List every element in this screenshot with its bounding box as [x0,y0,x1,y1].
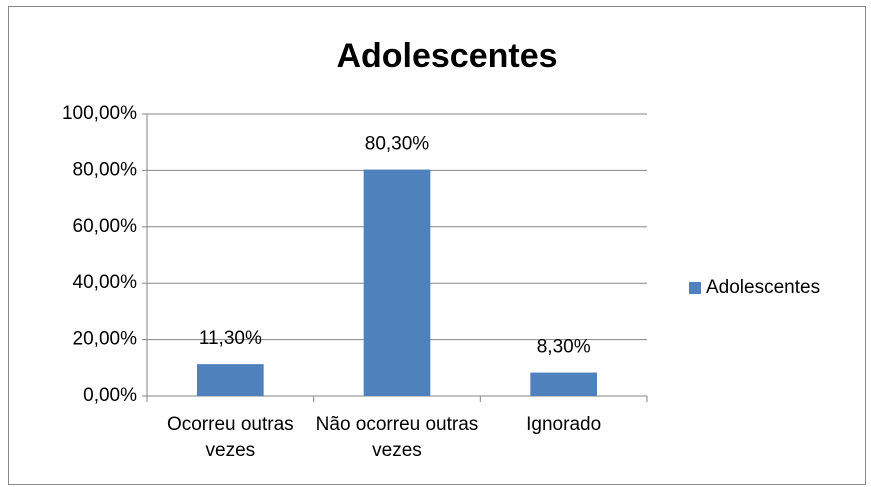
legend-label: Adolescentes [706,277,820,298]
x-tick-label-box: Ignorado [526,414,602,435]
bar [530,372,597,396]
bar [197,364,264,396]
y-tick-label: 0,00% [83,385,137,406]
x-tick-label: Ignorado [526,414,602,435]
bar [363,169,431,396]
x-tick-label-box: Ocorreu outras vezes [166,414,294,461]
y-tick-label: 20,00% [73,329,138,350]
y-tick-label: 60,00% [73,216,138,237]
data-label: 80,30% [365,134,430,155]
y-tick-label: 100,00% [62,103,137,124]
chart-frame [8,6,866,485]
y-tick-label: 40,00% [73,272,138,293]
y-tick-label: 80,00% [73,159,138,180]
chart-title: Adolescentes [336,37,557,75]
data-label: 11,30% [199,328,262,349]
x-tick-label: Não ocorreu outras vezes [315,414,479,461]
x-tick-label: Ocorreu outras vezes [166,414,294,461]
data-label: 8,30% [537,337,591,358]
legend-swatch [689,282,701,294]
x-tick-label-box: Não ocorreu outras vezes [315,414,479,461]
